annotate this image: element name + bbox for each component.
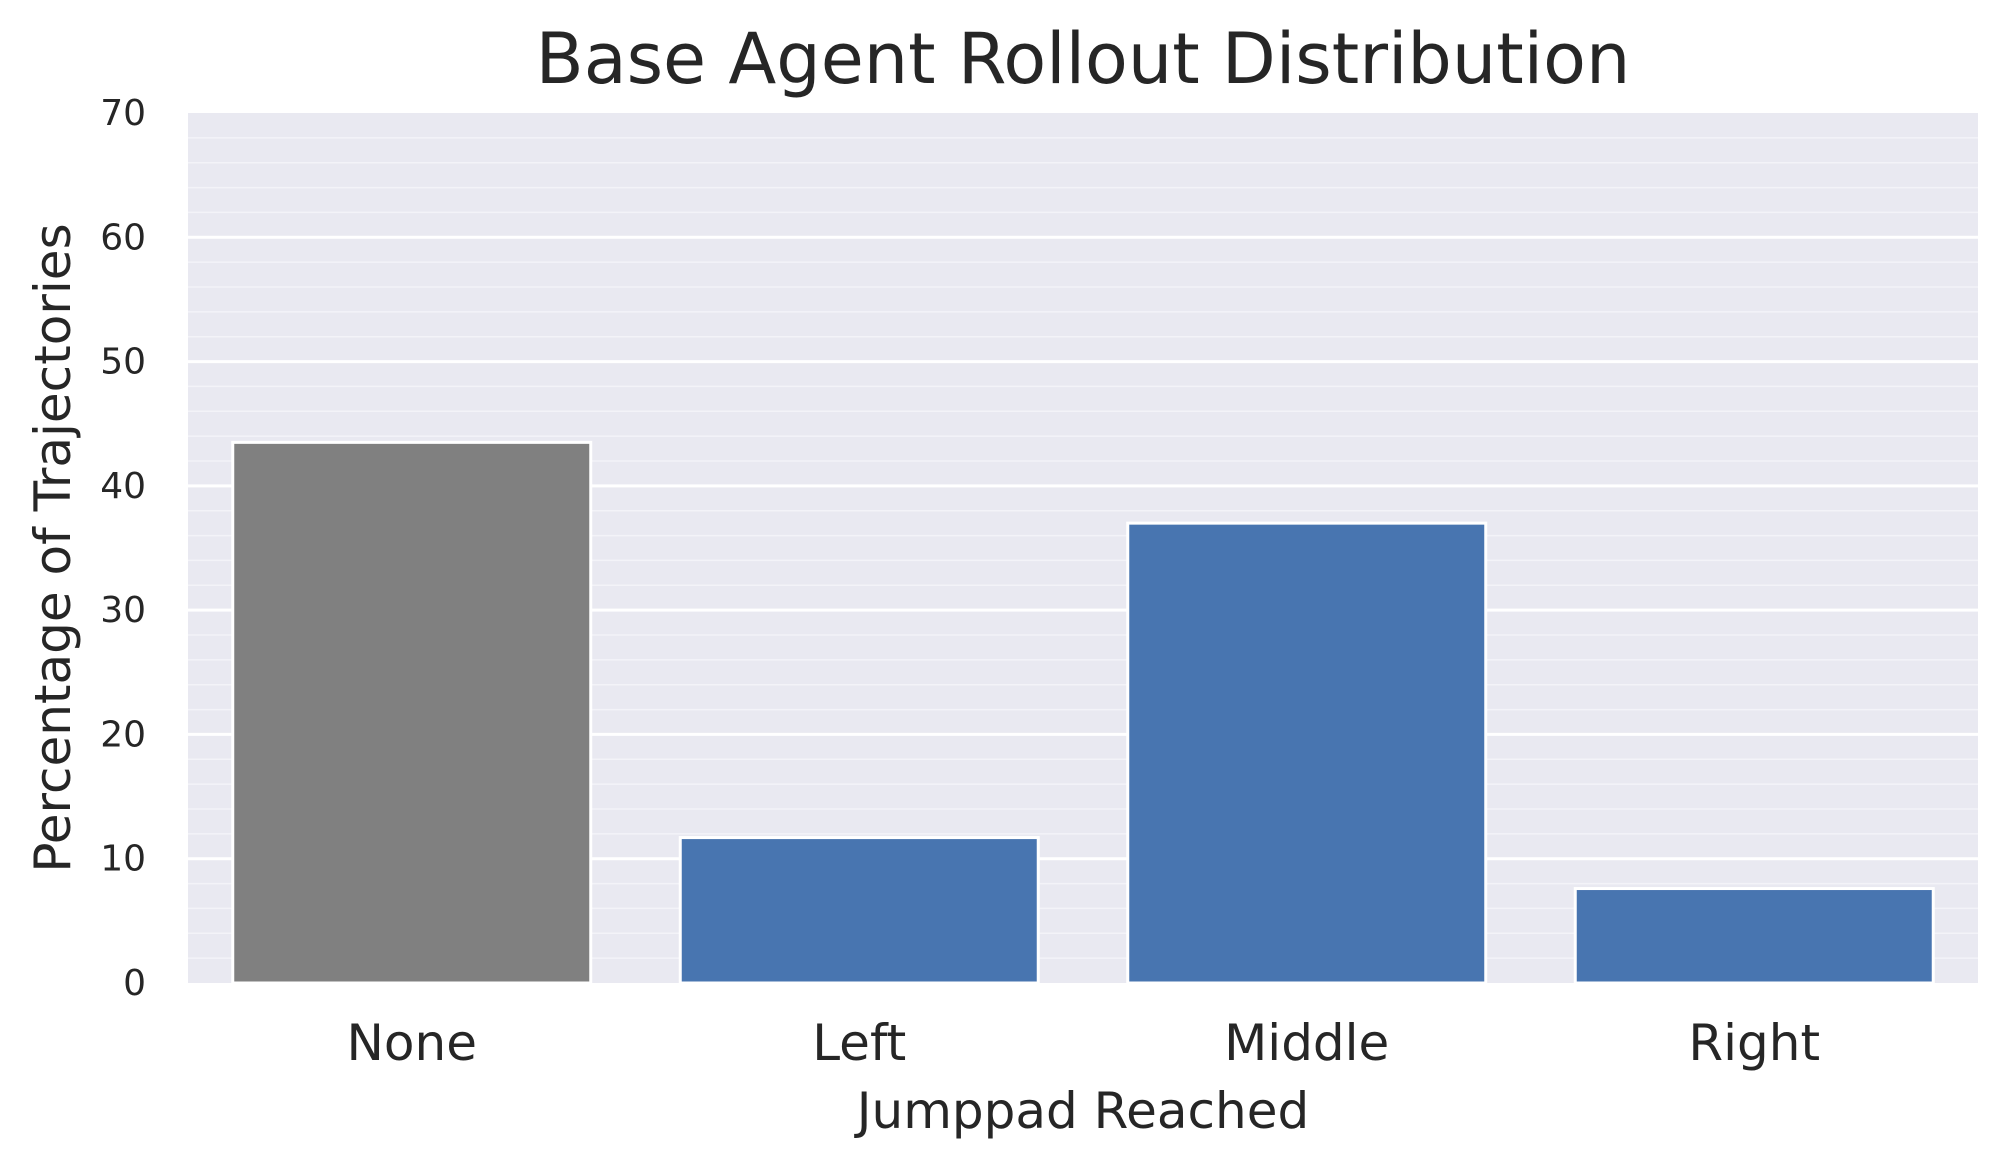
y-tick-label: 70 xyxy=(100,93,146,134)
bar-left xyxy=(678,836,1040,985)
bar-middle xyxy=(1126,521,1488,985)
y-tick-label: 30 xyxy=(100,590,146,631)
y-tick-label: 60 xyxy=(100,217,146,258)
y-tick-label: 40 xyxy=(100,466,146,507)
y-axis-label: Percentage of Trajectories xyxy=(24,223,82,872)
y-tick-label: 50 xyxy=(100,342,146,383)
x-tick-label: Left xyxy=(812,1014,906,1072)
bar-none xyxy=(231,440,593,985)
bar-right xyxy=(1573,887,1935,985)
x-tick-labels: None Left Middle Right xyxy=(347,1014,1821,1072)
y-tick-label: 0 xyxy=(123,963,146,1004)
y-tick-labels: 0 10 20 30 40 50 60 70 xyxy=(100,93,146,1004)
y-tick-label: 10 xyxy=(100,839,146,880)
chart-title: Base Agent Rollout Distribution xyxy=(536,18,1631,100)
x-axis-label: Jumppad Reached xyxy=(854,1082,1309,1140)
bars xyxy=(231,440,1935,985)
y-tick-label: 20 xyxy=(100,714,146,755)
x-tick-label: Right xyxy=(1688,1014,1820,1072)
x-tick-label: None xyxy=(347,1014,477,1072)
x-tick-label: Middle xyxy=(1224,1014,1389,1072)
